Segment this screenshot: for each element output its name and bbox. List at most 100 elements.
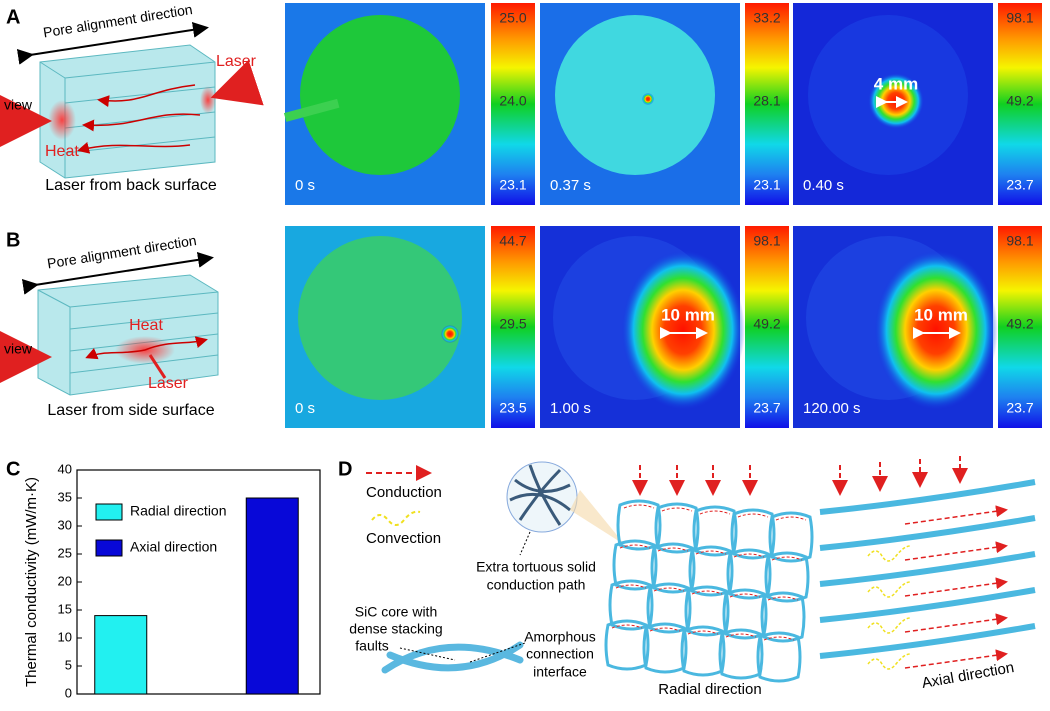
block-diagram: [0, 274, 219, 396]
cell-flow: [687, 630, 719, 635]
legend-label: Axial direction: [130, 539, 217, 555]
laser-label: Laser: [148, 375, 189, 392]
annotation: 10 mm: [661, 305, 715, 324]
laser-label: Laser: [216, 53, 257, 70]
panel-label: A: [6, 6, 20, 28]
annotation: 4 mm: [874, 74, 918, 93]
time-label: 0.40 s: [803, 177, 844, 194]
thermal-image: 120.00 s 98.1 49.2 23.7 10 mm: [793, 226, 1042, 428]
y-axis-label: Thermal conductivity (mW/m·K): [23, 477, 40, 687]
note: dense stacking: [349, 621, 442, 637]
color-bar: [745, 3, 789, 205]
pointer: [519, 531, 531, 556]
color-bar-label: 29.5: [499, 316, 526, 332]
direction-label: Pore alignment direction: [46, 232, 198, 271]
color-bar-label: 98.1: [1006, 10, 1033, 26]
convection-path: [867, 545, 911, 562]
schematic: D Conduction Convection Extra tortuous s…: [338, 456, 1036, 698]
y-tick-label: 30: [58, 517, 72, 532]
cell-flow: [733, 553, 765, 558]
convection-key: [371, 510, 421, 526]
note: conduction path: [487, 577, 586, 593]
thermal-image: 0 s 44.7 29.5 23.5: [285, 226, 535, 428]
cell: [760, 591, 806, 643]
cell-flow: [611, 624, 643, 629]
view-label: view: [4, 97, 33, 113]
cell: [768, 511, 814, 563]
convection-path: [867, 653, 911, 670]
hot-spot: [441, 325, 459, 343]
color-bar-label: 23.1: [753, 177, 780, 193]
y-tick-label: 5: [65, 657, 72, 672]
cell-flow: [695, 550, 727, 555]
sample: [298, 236, 462, 400]
cell-flow: [649, 627, 681, 632]
note: interface: [533, 664, 587, 680]
color-bar-label: 49.2: [1006, 316, 1033, 332]
time-label: 120.00 s: [803, 400, 861, 417]
conduction-arrow: [904, 577, 1008, 597]
panel-label: C: [6, 458, 20, 480]
hot-plume: [874, 250, 998, 410]
cell-flow: [657, 547, 689, 552]
color-bar: [998, 3, 1042, 205]
color-bar-label: 49.2: [753, 316, 780, 332]
time-label: 0 s: [295, 177, 315, 194]
conduction-arrow: [904, 505, 1008, 525]
color-bar-label: 44.7: [499, 233, 526, 249]
channel: [819, 623, 1036, 659]
time-label: 0 s: [295, 400, 315, 417]
thermal-image: 0 s 25.0 24.0 23.1: [283, 3, 535, 205]
note: connection: [526, 646, 594, 662]
cell-flow: [691, 590, 723, 595]
time-label: 0.37 s: [550, 177, 591, 194]
color-bar-label: 23.1: [499, 177, 526, 193]
conduction-arrow: [904, 649, 1008, 669]
heat-label: Heat: [45, 143, 79, 160]
panel-label: D: [338, 458, 352, 480]
block-diagram: [0, 44, 264, 179]
structure-label: Radial direction: [658, 681, 761, 698]
color-bar: [745, 226, 789, 428]
note: Extra tortuous solid: [476, 559, 596, 575]
cell-flow: [661, 507, 693, 512]
note: faults: [355, 638, 388, 654]
direction-label: Pore alignment direction: [42, 1, 194, 40]
panel-label: B: [6, 229, 20, 251]
color-bar-label: 23.7: [753, 400, 780, 416]
color-bar-label: 23.7: [1006, 177, 1033, 193]
holder: [283, 98, 340, 122]
sample: [555, 15, 715, 175]
zoom-cone: [570, 490, 625, 545]
channel: [819, 551, 1036, 587]
color-bar-label: 98.1: [753, 233, 780, 249]
view-label: view: [4, 341, 33, 357]
channel: [819, 587, 1036, 623]
heat-label: Heat: [129, 317, 163, 334]
bar-chart: 0 5 10 15 20 25 30 35 40 Thermal conductivity (mW…: [23, 461, 321, 700]
pointer: [469, 642, 526, 663]
channel: [819, 515, 1036, 551]
legend-text: Convection: [366, 530, 441, 547]
legend-label: Radial direction: [130, 503, 227, 519]
cell-flow: [763, 636, 795, 641]
bar: [245, 497, 299, 695]
color-bar-label: 24.0: [499, 93, 526, 109]
hot-plume: [621, 250, 745, 410]
thermal-image: 1.00 s 98.1 49.2 23.7 10 mm: [540, 226, 789, 428]
cell-flow: [775, 516, 807, 521]
color-bar-label: 28.1: [753, 93, 780, 109]
convection-path: [867, 617, 911, 634]
note: SiC core with: [355, 604, 437, 620]
direction-arrow: [16, 21, 209, 65]
y-tick-label: 10: [58, 629, 72, 644]
y-tick-label: 20: [58, 573, 72, 588]
thermal-image: 0.37 s 33.2 28.1 23.1: [540, 3, 789, 205]
conduction-arrow: [904, 541, 1008, 561]
legend-swatch: [95, 539, 123, 557]
y-tick-label: 35: [58, 489, 72, 504]
y-tick-label: 0: [65, 685, 72, 700]
bar: [94, 615, 148, 695]
y-tick-label: 40: [58, 461, 72, 476]
